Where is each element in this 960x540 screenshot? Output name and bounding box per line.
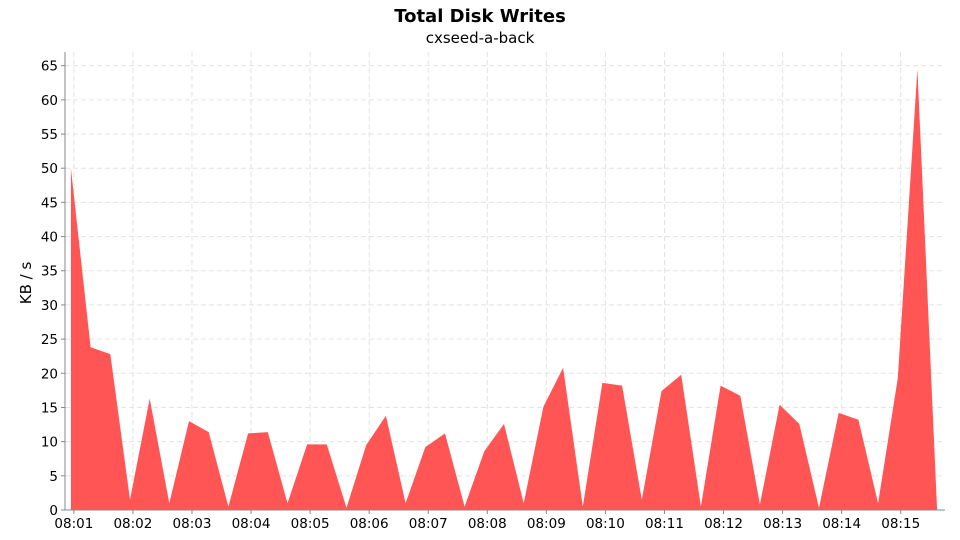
x-tick-label: 08:09 bbox=[527, 516, 566, 532]
x-tick-label: 08:15 bbox=[881, 516, 920, 532]
y-tick-label: 20 bbox=[41, 366, 58, 382]
x-tick-label: 08:12 bbox=[704, 516, 743, 532]
x-tick-label: 08:13 bbox=[763, 516, 802, 532]
y-tick-label: 5 bbox=[49, 469, 58, 485]
y-tick-label: 35 bbox=[41, 264, 58, 280]
x-tick-label: 08:04 bbox=[232, 516, 271, 532]
series-area bbox=[70, 69, 938, 510]
x-tick-label: 08:07 bbox=[409, 516, 448, 532]
y-tick-label: 50 bbox=[41, 161, 58, 177]
chart-title: Total Disk Writes bbox=[394, 6, 566, 27]
y-axis-title: KB / s bbox=[17, 262, 35, 305]
y-tick-label: 30 bbox=[41, 298, 58, 314]
y-tick-label: 65 bbox=[41, 59, 58, 75]
axes bbox=[61, 52, 945, 514]
x-tick-label: 08:06 bbox=[350, 516, 389, 532]
y-tick-label: 60 bbox=[41, 93, 58, 109]
y-tick-label: 55 bbox=[41, 127, 58, 143]
series-area-layer bbox=[70, 69, 938, 510]
x-tick-label: 08:01 bbox=[54, 516, 93, 532]
x-tick-label: 08:10 bbox=[586, 516, 625, 532]
x-tick-label: 08:05 bbox=[291, 516, 330, 532]
y-tick-label: 10 bbox=[41, 435, 58, 451]
x-tick-label: 08:03 bbox=[173, 516, 212, 532]
tick-labels: 0 5 10 15 20 25 30 35 40 45 50 55 60 65 08:01 08:02 08:0… bbox=[41, 59, 920, 532]
y-tick-label: 25 bbox=[41, 332, 58, 348]
y-tick-label: 15 bbox=[41, 400, 58, 416]
x-tick-label: 08:02 bbox=[113, 516, 152, 532]
x-tick-label: 08:08 bbox=[468, 516, 507, 532]
x-tick-label: 08:14 bbox=[822, 516, 861, 532]
y-tick-label: 40 bbox=[41, 230, 58, 246]
y-tick-label: 0 bbox=[49, 503, 58, 519]
x-tick-label: 08:11 bbox=[645, 516, 684, 532]
chart-subtitle: cxseed-a-back bbox=[425, 29, 535, 47]
y-tick-label: 45 bbox=[41, 195, 58, 211]
